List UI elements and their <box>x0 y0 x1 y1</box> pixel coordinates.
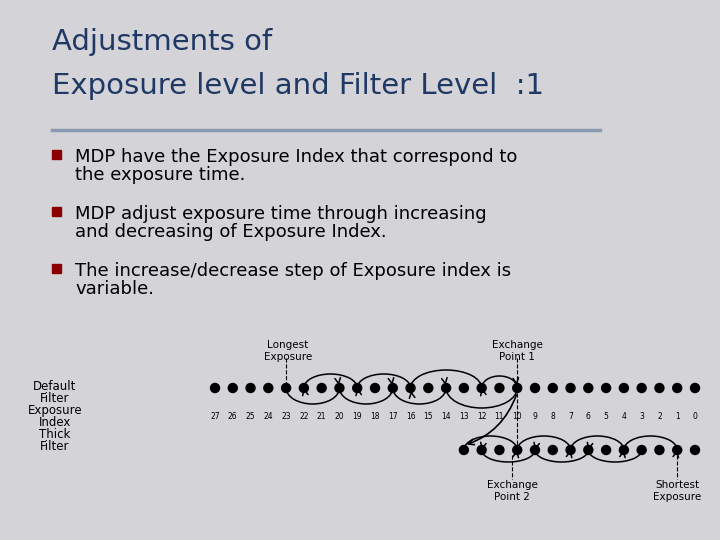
FancyBboxPatch shape <box>52 150 61 159</box>
Circle shape <box>619 383 629 393</box>
Text: The increase/decrease step of Exposure index is: The increase/decrease step of Exposure i… <box>75 262 511 280</box>
Circle shape <box>672 383 682 393</box>
Text: 19: 19 <box>352 412 362 421</box>
Circle shape <box>459 383 469 393</box>
Text: the exposure time.: the exposure time. <box>75 166 246 184</box>
Text: Adjustments of: Adjustments of <box>52 28 272 56</box>
Circle shape <box>459 446 469 455</box>
Circle shape <box>672 446 682 455</box>
Circle shape <box>566 383 575 393</box>
Circle shape <box>690 383 700 393</box>
Circle shape <box>300 383 308 393</box>
Text: Index: Index <box>39 416 71 429</box>
Circle shape <box>424 383 433 393</box>
FancyBboxPatch shape <box>52 207 61 216</box>
Circle shape <box>602 383 611 393</box>
Text: MDP have the Exposure Index that correspond to: MDP have the Exposure Index that corresp… <box>75 148 518 166</box>
Text: 9: 9 <box>533 412 537 421</box>
Text: 22: 22 <box>299 412 309 421</box>
Text: 8: 8 <box>550 412 555 421</box>
Circle shape <box>655 446 664 455</box>
Circle shape <box>264 383 273 393</box>
Text: 27: 27 <box>210 412 220 421</box>
Text: 23: 23 <box>282 412 291 421</box>
Text: 7: 7 <box>568 412 573 421</box>
Circle shape <box>531 446 539 455</box>
Text: 6: 6 <box>586 412 591 421</box>
Circle shape <box>318 383 326 393</box>
Circle shape <box>602 446 611 455</box>
Text: Default: Default <box>33 380 77 393</box>
Circle shape <box>210 383 220 393</box>
Text: 24: 24 <box>264 412 273 421</box>
Text: 13: 13 <box>459 412 469 421</box>
Circle shape <box>690 446 700 455</box>
Circle shape <box>637 446 646 455</box>
Circle shape <box>246 383 255 393</box>
Text: Exposure level and Filter Level  :1: Exposure level and Filter Level :1 <box>52 72 544 100</box>
Circle shape <box>477 383 486 393</box>
Circle shape <box>335 383 344 393</box>
Text: 14: 14 <box>441 412 451 421</box>
Text: Longest
Exposure: Longest Exposure <box>264 340 312 362</box>
Text: 17: 17 <box>388 412 397 421</box>
Circle shape <box>353 383 361 393</box>
Circle shape <box>371 383 379 393</box>
Circle shape <box>584 446 593 455</box>
Text: 16: 16 <box>406 412 415 421</box>
Circle shape <box>655 383 664 393</box>
Circle shape <box>531 383 539 393</box>
Circle shape <box>513 446 522 455</box>
Text: variable.: variable. <box>75 280 154 298</box>
Text: 25: 25 <box>246 412 256 421</box>
Circle shape <box>495 383 504 393</box>
Circle shape <box>282 383 291 393</box>
Text: Exchange
Point 2: Exchange Point 2 <box>487 480 538 502</box>
Circle shape <box>566 446 575 455</box>
Text: Exposure: Exposure <box>27 404 82 417</box>
Circle shape <box>388 383 397 393</box>
Circle shape <box>548 383 557 393</box>
Text: 20: 20 <box>335 412 344 421</box>
Text: 12: 12 <box>477 412 487 421</box>
Circle shape <box>495 446 504 455</box>
Text: 10: 10 <box>513 412 522 421</box>
Circle shape <box>477 446 486 455</box>
Text: Thick: Thick <box>40 428 71 441</box>
Text: Exchange
Point 1: Exchange Point 1 <box>492 340 543 362</box>
Circle shape <box>637 383 646 393</box>
Text: Shortest
Exposure: Shortest Exposure <box>653 480 701 502</box>
Circle shape <box>406 383 415 393</box>
Text: 26: 26 <box>228 412 238 421</box>
Circle shape <box>228 383 238 393</box>
Circle shape <box>619 446 629 455</box>
Text: and decreasing of Exposure Index.: and decreasing of Exposure Index. <box>75 223 387 241</box>
Text: 2: 2 <box>657 412 662 421</box>
Text: 15: 15 <box>423 412 433 421</box>
Circle shape <box>584 383 593 393</box>
Text: 4: 4 <box>621 412 626 421</box>
Circle shape <box>441 383 451 393</box>
Circle shape <box>548 446 557 455</box>
Text: 0: 0 <box>693 412 698 421</box>
Text: 21: 21 <box>317 412 326 421</box>
Circle shape <box>513 383 522 393</box>
Text: 5: 5 <box>603 412 608 421</box>
Text: 1: 1 <box>675 412 680 421</box>
Text: Filter: Filter <box>40 440 70 453</box>
Text: Filter: Filter <box>40 392 70 405</box>
Text: MDP adjust exposure time through increasing: MDP adjust exposure time through increas… <box>75 205 487 223</box>
Text: 3: 3 <box>639 412 644 421</box>
Text: 11: 11 <box>495 412 504 421</box>
FancyBboxPatch shape <box>52 264 61 273</box>
Text: 18: 18 <box>370 412 379 421</box>
